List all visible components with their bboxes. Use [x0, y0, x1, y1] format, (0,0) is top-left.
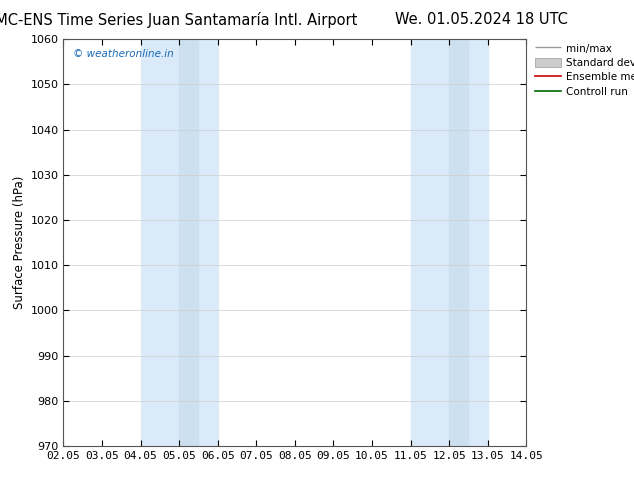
- Bar: [141, 39, 217, 446]
- Bar: [411, 39, 488, 446]
- Text: We. 01.05.2024 18 UTC: We. 01.05.2024 18 UTC: [396, 12, 568, 27]
- Bar: [179, 39, 198, 446]
- Y-axis label: Surface Pressure (hPa): Surface Pressure (hPa): [13, 176, 26, 309]
- Text: © weatheronline.in: © weatheronline.in: [73, 49, 174, 59]
- Legend: min/max, Standard deviation, Ensemble mean run, Controll run: min/max, Standard deviation, Ensemble me…: [531, 39, 634, 101]
- Bar: [449, 39, 469, 446]
- Text: CMC-ENS Time Series Juan Santamaría Intl. Airport: CMC-ENS Time Series Juan Santamaría Intl…: [0, 12, 358, 28]
